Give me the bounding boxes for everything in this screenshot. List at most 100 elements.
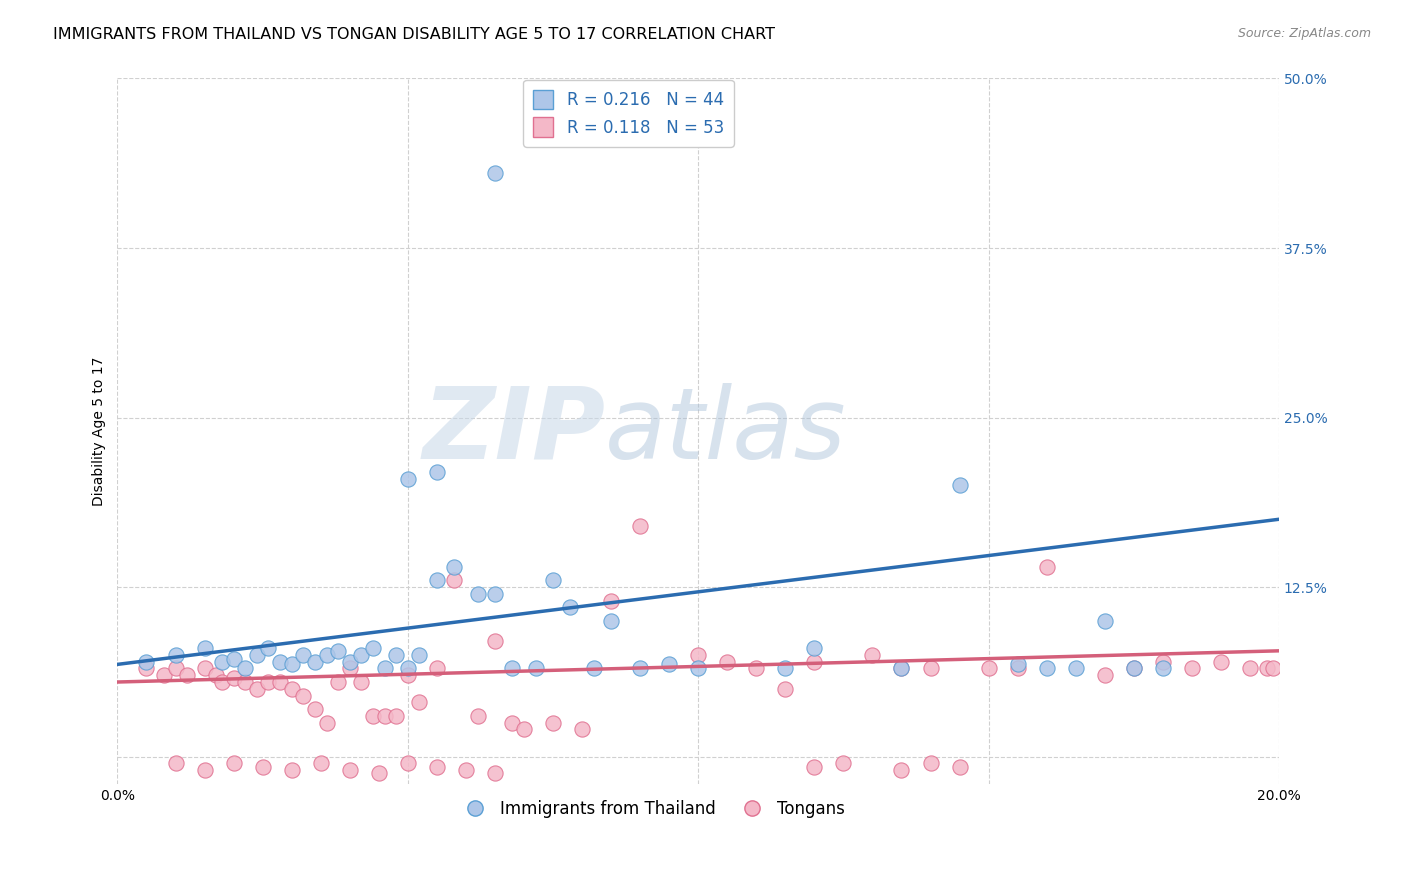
Point <box>367 765 389 780</box>
Point <box>304 702 326 716</box>
Point <box>315 648 337 662</box>
Point <box>1181 661 1204 675</box>
Point <box>269 675 291 690</box>
Point <box>350 648 373 662</box>
Point <box>153 668 176 682</box>
Point <box>890 661 912 675</box>
Text: IMMIGRANTS FROM THAILAND VS TONGAN DISABILITY AGE 5 TO 17 CORRELATION CHART: IMMIGRANTS FROM THAILAND VS TONGAN DISAB… <box>53 27 776 42</box>
Point <box>165 756 187 771</box>
Point <box>600 614 623 628</box>
Point <box>1094 668 1116 682</box>
Point <box>374 709 396 723</box>
Point <box>1122 661 1144 675</box>
Legend: Immigrants from Thailand, Tongans: Immigrants from Thailand, Tongans <box>451 794 852 825</box>
Point <box>484 634 506 648</box>
Point <box>280 681 302 696</box>
Point <box>1007 657 1029 672</box>
Point <box>1263 661 1285 675</box>
Point <box>628 519 651 533</box>
Point <box>304 655 326 669</box>
Point <box>292 648 315 662</box>
Point <box>280 657 302 672</box>
Point <box>803 760 825 774</box>
Point <box>315 715 337 730</box>
Point <box>292 689 315 703</box>
Point <box>211 655 233 669</box>
Point <box>211 675 233 690</box>
Point <box>832 756 855 771</box>
Point <box>135 661 157 675</box>
Text: Source: ZipAtlas.com: Source: ZipAtlas.com <box>1237 27 1371 40</box>
Point <box>246 648 269 662</box>
Point <box>560 600 582 615</box>
Point <box>658 657 681 672</box>
Point <box>467 587 489 601</box>
Point <box>222 652 245 666</box>
Point <box>628 661 651 675</box>
Point <box>233 675 256 690</box>
Point <box>1094 614 1116 628</box>
Point <box>269 655 291 669</box>
Point <box>396 756 419 771</box>
Text: atlas: atlas <box>606 383 846 480</box>
Point <box>326 644 349 658</box>
Point <box>582 661 605 675</box>
Point <box>426 760 449 774</box>
Point <box>1256 661 1278 675</box>
Point <box>1035 661 1057 675</box>
Point <box>385 709 408 723</box>
Point <box>890 763 912 777</box>
Point <box>385 648 408 662</box>
Point <box>948 760 970 774</box>
Point <box>688 661 710 675</box>
Point <box>396 661 419 675</box>
Point <box>1007 661 1029 675</box>
Point <box>862 648 884 662</box>
Point <box>426 574 449 588</box>
Point <box>233 661 256 675</box>
Point <box>1035 559 1057 574</box>
Point <box>396 668 419 682</box>
Point <box>135 655 157 669</box>
Point <box>309 756 332 771</box>
Point <box>501 715 523 730</box>
Point <box>524 661 547 675</box>
Point <box>688 648 710 662</box>
Point <box>571 723 593 737</box>
Point <box>361 709 384 723</box>
Point <box>361 641 384 656</box>
Point <box>484 166 506 180</box>
Point <box>1152 655 1174 669</box>
Point <box>803 641 825 656</box>
Point <box>326 675 349 690</box>
Point <box>1122 661 1144 675</box>
Point <box>600 593 623 607</box>
Point <box>205 668 228 682</box>
Point <box>396 472 419 486</box>
Point <box>1064 661 1087 675</box>
Point <box>246 681 269 696</box>
Point <box>775 661 797 675</box>
Point <box>280 763 302 777</box>
Point <box>426 465 449 479</box>
Point <box>484 587 506 601</box>
Point <box>484 765 506 780</box>
Point <box>339 763 361 777</box>
Point <box>541 574 564 588</box>
Point <box>257 641 280 656</box>
Point <box>408 695 430 709</box>
Point <box>920 756 942 771</box>
Point <box>165 648 187 662</box>
Point <box>513 723 536 737</box>
Point <box>541 715 564 730</box>
Point <box>222 671 245 685</box>
Point <box>193 763 215 777</box>
Point <box>165 661 187 675</box>
Point <box>948 478 970 492</box>
Point <box>350 675 373 690</box>
Point <box>443 574 465 588</box>
Point <box>1152 661 1174 675</box>
Point <box>339 655 361 669</box>
Point <box>443 559 465 574</box>
Point <box>920 661 942 675</box>
